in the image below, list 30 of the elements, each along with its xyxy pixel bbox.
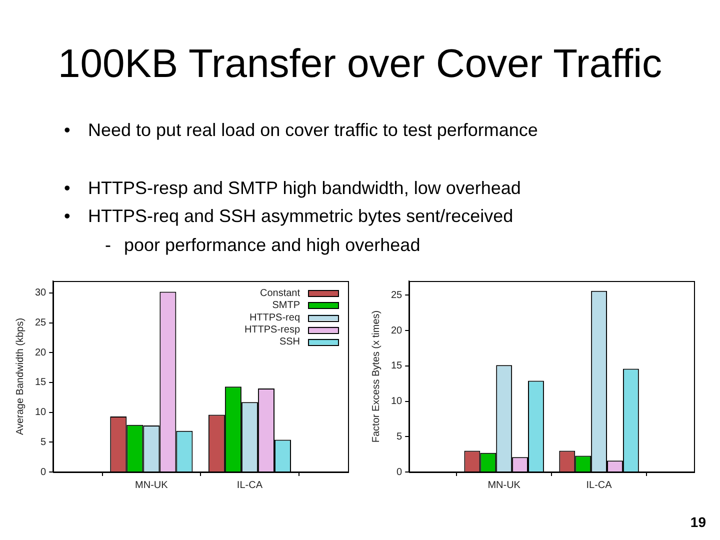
x-tick-label: MN-UK bbox=[135, 480, 168, 491]
text: • HTTPS-resp and SMTP high bandwidth, low overhead bbox=[64, 177, 521, 200]
y-tick-label: 5 bbox=[396, 431, 403, 442]
x-tick-label: MN-UK bbox=[488, 480, 521, 491]
y-tick-label: 10 bbox=[35, 407, 47, 418]
legend-label: HTTPS-resp bbox=[244, 324, 300, 336]
y-tick-label: 15 bbox=[35, 377, 47, 388]
chart-title: 100KB Transfer over Cover Traffic bbox=[57, 41, 663, 88]
legend-label: HTTPS-req bbox=[249, 312, 300, 324]
y-axis-title: Average Bandwidth (kbps) bbox=[14, 318, 26, 436]
y-tick-label: 20 bbox=[391, 325, 403, 336]
y-tick-label: 0 bbox=[40, 466, 47, 478]
y-tick-label: 20 bbox=[35, 347, 47, 358]
legend-label: SSH bbox=[279, 336, 300, 348]
y-tick-label: 25 bbox=[391, 290, 403, 301]
x-tick-label: IL-CA bbox=[586, 480, 612, 491]
text: • Need to put real load on cover traffic to test performance bbox=[64, 119, 538, 142]
y-tick-label: 25 bbox=[35, 318, 47, 329]
legend-label: SMTP bbox=[272, 300, 300, 312]
y-axis-title: Factor Excess Bytes (x times) bbox=[370, 310, 382, 443]
y-tick-label: 30 bbox=[35, 288, 47, 299]
legend-label: Constant bbox=[260, 288, 300, 299]
text: 19 bbox=[690, 514, 706, 530]
y-tick-label: 10 bbox=[391, 396, 403, 408]
y-tick-label: 0 bbox=[396, 466, 403, 478]
y-tick-label: 15 bbox=[391, 360, 403, 372]
y-tick-label: 5 bbox=[40, 436, 47, 448]
text: - poor performance and high overhead bbox=[105, 234, 420, 257]
x-tick-label: IL-CA bbox=[236, 480, 263, 491]
text: • HTTPS-req and SSH asymmetric bytes sent/received bbox=[64, 205, 514, 228]
